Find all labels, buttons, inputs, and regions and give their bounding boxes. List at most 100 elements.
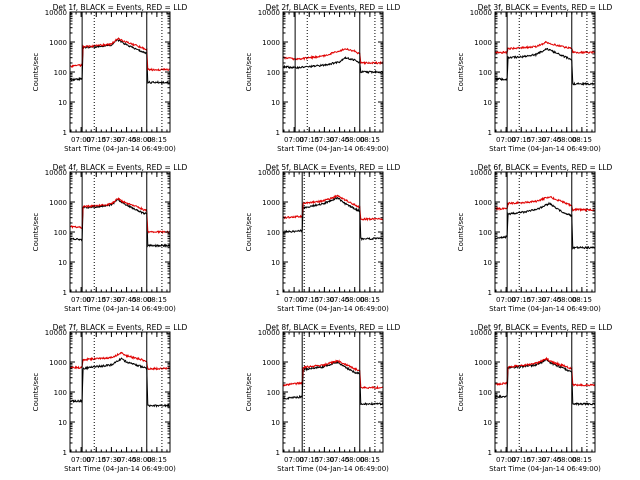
x-tick-label: 07:00: [496, 456, 516, 464]
x-axis-label: Start Time (04-Jan-14 06:49:00): [489, 465, 601, 473]
panel-title: Det 1f, BLACK = Events, RED = LLD: [53, 3, 188, 12]
panel-title: Det 3f, BLACK = Events, RED = LLD: [478, 3, 613, 12]
y-tick-label: 10: [271, 259, 280, 267]
panel-title: Det 2f, BLACK = Events, RED = LLD: [266, 3, 401, 12]
y-tick-label: 1000: [49, 39, 67, 47]
y-tick-label: 1: [276, 289, 280, 297]
x-tick-label: 08:15: [572, 296, 592, 304]
x-tick-label: 08:15: [572, 456, 592, 464]
x-tick-label: 07:30: [526, 296, 546, 304]
y-tick-label: 100: [54, 69, 67, 77]
panel-title: Det 5f, BLACK = Events, RED = LLD: [266, 163, 401, 172]
x-tick-label: 08:15: [360, 296, 380, 304]
x-tick-label: 07:15: [299, 456, 319, 464]
y-tick-label: 10: [271, 419, 280, 427]
y-tick-label: 100: [54, 229, 67, 237]
y-axis-label: Counts/sec: [32, 53, 40, 92]
x-tick-label: 07:45: [116, 456, 136, 464]
x-tick-label: 07:30: [526, 136, 546, 144]
x-axis-label: Start Time (04-Jan-14 06:49:00): [64, 465, 176, 473]
panel-det-2: 1 10 100 1000 10000 07:0007:1507:3007:4508:00…: [245, 3, 401, 153]
y-axis-label: Counts/sec: [32, 373, 40, 412]
y-tick-label: 10: [483, 259, 492, 267]
series-lld-line: [495, 195, 595, 213]
series-lld-line: [70, 197, 170, 235]
x-tick-label: 07:00: [284, 296, 304, 304]
panel-det-5: 1 10 100 1000 10000 07:0007:1507:3007:4508:00…: [245, 163, 401, 313]
x-tick-label: 07:15: [299, 136, 319, 144]
x-tick-label: 07:30: [526, 456, 546, 464]
x-tick-label: 07:15: [511, 136, 531, 144]
y-tick-label: 1: [488, 449, 492, 457]
y-tick-label: 1: [276, 449, 280, 457]
x-tick-label: 07:00: [284, 456, 304, 464]
y-tick-label: 10: [58, 259, 67, 267]
x-tick-label: 07:00: [71, 456, 91, 464]
x-tick-label: 08:00: [132, 296, 152, 304]
panel-det-9: 1 10 100 1000 10000 07:0007:1507:3007:4508:00…: [457, 323, 613, 473]
series-events-line: [70, 198, 170, 249]
y-tick-label: 10: [58, 99, 67, 107]
series-events-line: [70, 357, 170, 408]
x-tick-label: 07:15: [511, 456, 531, 464]
x-tick-label: 08:00: [557, 136, 577, 144]
y-tick-label: 10: [483, 99, 492, 107]
x-tick-label: 07:00: [71, 296, 91, 304]
x-tick-label: 07:30: [101, 296, 121, 304]
y-tick-label: 1: [276, 129, 280, 137]
x-tick-label: 08:15: [360, 456, 380, 464]
y-tick-label: 10000: [45, 169, 67, 177]
y-tick-label: 10000: [470, 9, 492, 17]
y-tick-label: 10000: [258, 169, 280, 177]
y-tick-label: 10000: [470, 329, 492, 337]
x-tick-label: 07:00: [496, 136, 516, 144]
y-tick-label: 100: [54, 389, 67, 397]
series-lld-line: [283, 194, 383, 222]
x-tick-label: 07:30: [101, 136, 121, 144]
y-tick-label: 1000: [49, 359, 67, 367]
series-lld-line: [283, 359, 383, 390]
x-tick-label: 07:45: [329, 136, 349, 144]
x-axis-label: Start Time (04-Jan-14 06:49:00): [64, 145, 176, 153]
panel-title: Det 7f, BLACK = Events, RED = LLD: [53, 323, 188, 332]
y-tick-label: 1: [63, 129, 67, 137]
x-tick-label: 08:00: [132, 456, 152, 464]
y-tick-label: 10000: [258, 9, 280, 17]
y-tick-label: 10000: [470, 169, 492, 177]
x-tick-label: 07:45: [541, 456, 561, 464]
series-lld-line: [283, 47, 383, 66]
x-tick-label: 08:15: [147, 456, 167, 464]
x-tick-label: 08:00: [557, 456, 577, 464]
x-tick-label: 07:00: [496, 296, 516, 304]
series-events-line: [495, 201, 595, 250]
x-tick-label: 07:30: [101, 456, 121, 464]
panel-det-1: 1 10 100 1000 10000 07:0007:1507:3007:4508:00…: [32, 3, 188, 153]
series-lld-line: [495, 40, 595, 55]
panel-title: Det 8f, BLACK = Events, RED = LLD: [266, 323, 401, 332]
panel-title: Det 6f, BLACK = Events, RED = LLD: [478, 163, 613, 172]
x-axis-label: Start Time (04-Jan-14 06:49:00): [64, 305, 176, 313]
y-tick-label: 10000: [258, 329, 280, 337]
x-tick-label: 07:45: [541, 136, 561, 144]
series-events-line: [495, 47, 595, 87]
x-tick-label: 08:15: [572, 136, 592, 144]
x-tick-label: 08:15: [147, 136, 167, 144]
y-tick-label: 1000: [262, 359, 280, 367]
x-tick-label: 07:15: [86, 456, 106, 464]
series-lld-line: [70, 37, 170, 72]
y-tick-label: 10000: [45, 9, 67, 17]
y-axis-label: Counts/sec: [457, 373, 465, 412]
y-axis-label: Counts/sec: [457, 213, 465, 252]
x-axis-label: Start Time (04-Jan-14 06:49:00): [489, 145, 601, 153]
x-tick-label: 07:45: [329, 456, 349, 464]
x-tick-label: 07:45: [116, 136, 136, 144]
panel-det-3: 1 10 100 1000 10000 07:0007:1507:3007:4508:00…: [457, 3, 613, 153]
panel-det-6: 1 10 100 1000 10000 07:0007:1507:3007:4508:00…: [457, 163, 613, 313]
x-axis-label: Start Time (04-Jan-14 06:49:00): [277, 465, 389, 473]
y-tick-label: 1: [488, 289, 492, 297]
x-tick-label: 07:45: [329, 296, 349, 304]
y-tick-label: 1: [63, 289, 67, 297]
x-tick-label: 07:00: [71, 136, 91, 144]
y-tick-label: 100: [267, 69, 280, 77]
y-tick-label: 100: [267, 229, 280, 237]
